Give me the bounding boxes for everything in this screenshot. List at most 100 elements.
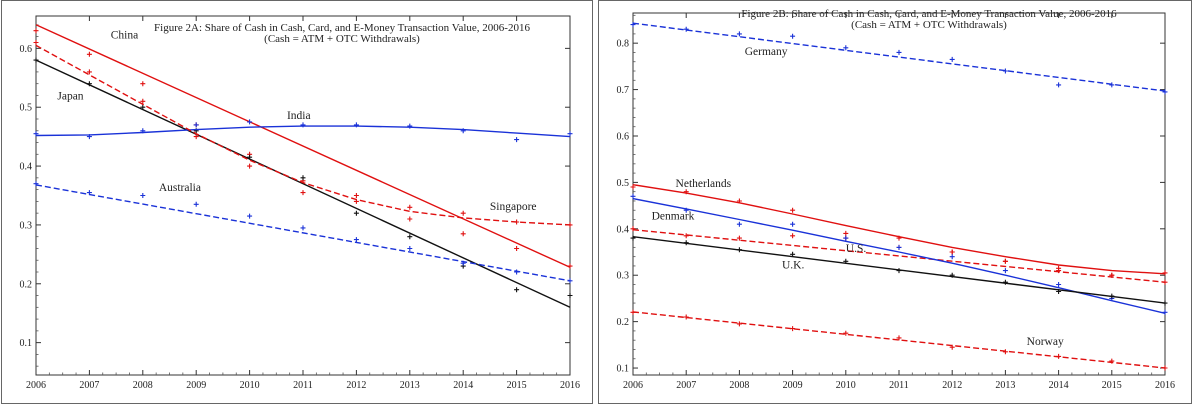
data-point-germany	[630, 22, 636, 28]
x-tick-label: 2014	[453, 380, 473, 391]
data-point-u-k	[1109, 293, 1115, 299]
data-point-japan	[567, 293, 573, 298]
series-singapore: Singapore	[33, 40, 573, 228]
series-label-singapore: Singapore	[490, 201, 537, 213]
data-point-singapore	[33, 40, 39, 45]
series-label-germany: Germany	[745, 46, 788, 58]
y-tick-label: 0.4	[617, 224, 630, 235]
data-point-denmark	[736, 235, 742, 241]
y-tick-label: 0.2	[617, 317, 630, 328]
data-point-japan	[247, 154, 253, 160]
series-label-india: India	[287, 110, 311, 122]
y-tick-label: 0.6	[617, 131, 630, 142]
chart-svg-a: 2006 2007 2008 2009 2010 2011 2012 2013 2014 2015…	[20, 15, 580, 391]
x-tick-label: 2016	[1155, 380, 1175, 391]
data-point-japan	[140, 104, 146, 110]
y-tick-label: 0.1	[20, 338, 33, 349]
data-point-u-k	[630, 235, 636, 241]
series-u-k: U.K.	[630, 235, 1168, 306]
x-tick-label: 2012	[942, 380, 962, 391]
data-point-australia	[460, 260, 466, 266]
data-point-china	[140, 81, 146, 87]
x-tick-label: 2008	[133, 380, 153, 391]
data-point-norway	[736, 321, 742, 327]
data-point-germany	[1056, 82, 1062, 88]
data-point-singapore	[193, 134, 199, 140]
data-point-norway	[630, 309, 636, 315]
data-point-germany	[790, 33, 796, 39]
data-point-singapore	[460, 210, 466, 216]
chart-title-a-main: Figure 2A: Share of Cash in Cash, Card, …	[154, 22, 530, 34]
data-point-u-s	[1056, 282, 1062, 287]
data-point-india	[300, 122, 306, 128]
data-point-india	[247, 119, 253, 125]
data-point-australia	[514, 269, 520, 275]
series-label-japan: Japan	[57, 91, 83, 103]
data-point-japan	[33, 57, 39, 63]
data-point-india	[567, 131, 573, 137]
series-line-denmark	[632, 229, 1166, 283]
data-point-india	[514, 137, 520, 143]
data-point-singapore	[300, 190, 306, 196]
data-point-u-s	[843, 235, 849, 241]
data-point-japan	[353, 210, 359, 216]
data-point-netherlands	[630, 184, 636, 190]
x-tick-label: 2009	[186, 380, 206, 391]
x-tick-label: 2014	[1049, 380, 1069, 391]
data-point-netherlands	[736, 198, 742, 204]
data-point-norway	[790, 326, 796, 332]
series-china: China	[33, 24, 573, 269]
series-line-china	[35, 24, 571, 268]
data-point-u-s	[630, 193, 636, 199]
data-point-china	[567, 263, 573, 269]
data-point-australia	[247, 213, 253, 219]
data-point-netherlands	[1162, 270, 1168, 276]
data-point-germany	[1002, 68, 1008, 74]
data-point-denmark	[683, 233, 689, 239]
data-point-japan	[514, 287, 520, 293]
data-point-denmark	[790, 233, 796, 239]
data-point-germany	[896, 49, 902, 55]
series-line-norway	[632, 311, 1166, 369]
data-point-australia	[353, 237, 359, 243]
y-tick-label: 0.3	[20, 220, 33, 231]
series-australia: Australia	[33, 181, 573, 284]
data-point-germany	[1109, 82, 1115, 88]
data-point-germany	[843, 45, 849, 51]
data-point-china	[33, 28, 39, 34]
series-line-netherlands	[632, 184, 1166, 275]
data-point-norway	[843, 330, 849, 336]
data-point-germany	[1162, 89, 1168, 95]
y-tick-label: 0.4	[20, 162, 33, 173]
data-point-australia	[33, 181, 39, 187]
data-point-norway	[896, 335, 902, 341]
data-point-netherlands	[896, 235, 902, 241]
series-line-india	[35, 125, 571, 138]
data-point-china	[407, 216, 413, 222]
series-label-australia: Australia	[159, 182, 201, 194]
data-point-singapore	[247, 163, 253, 169]
data-point-u-k	[1162, 300, 1168, 306]
data-point-netherlands	[843, 230, 849, 236]
data-point-u-s	[1162, 309, 1168, 315]
chart-title-b-main: Figure 2B: Share of Cash in Cash, Card, …	[741, 8, 1117, 20]
plot-frame-b	[632, 12, 1166, 376]
x-tick-label: 2009	[783, 380, 803, 391]
data-point-india	[193, 122, 199, 128]
series-label-norway: Norway	[1027, 336, 1064, 348]
x-tick-label: 2013	[400, 380, 420, 391]
x-tick-label: 2015	[1102, 380, 1122, 391]
data-point-japan	[86, 81, 92, 87]
data-point-denmark	[1109, 272, 1115, 278]
data-point-norway	[683, 314, 689, 320]
series-india: India	[33, 110, 573, 143]
data-point-norway	[1056, 353, 1062, 359]
series-japan: Japan	[33, 57, 573, 308]
series-line-singapore	[35, 44, 571, 226]
chart-title-b: Figure 2B: Share of Cash in Cash, Card, …	[669, 9, 1189, 31]
data-point-u-k	[949, 272, 955, 278]
data-point-u-s	[896, 244, 902, 250]
data-point-japan	[407, 234, 413, 240]
data-point-u-k	[683, 240, 689, 246]
data-point-denmark	[1162, 279, 1168, 285]
